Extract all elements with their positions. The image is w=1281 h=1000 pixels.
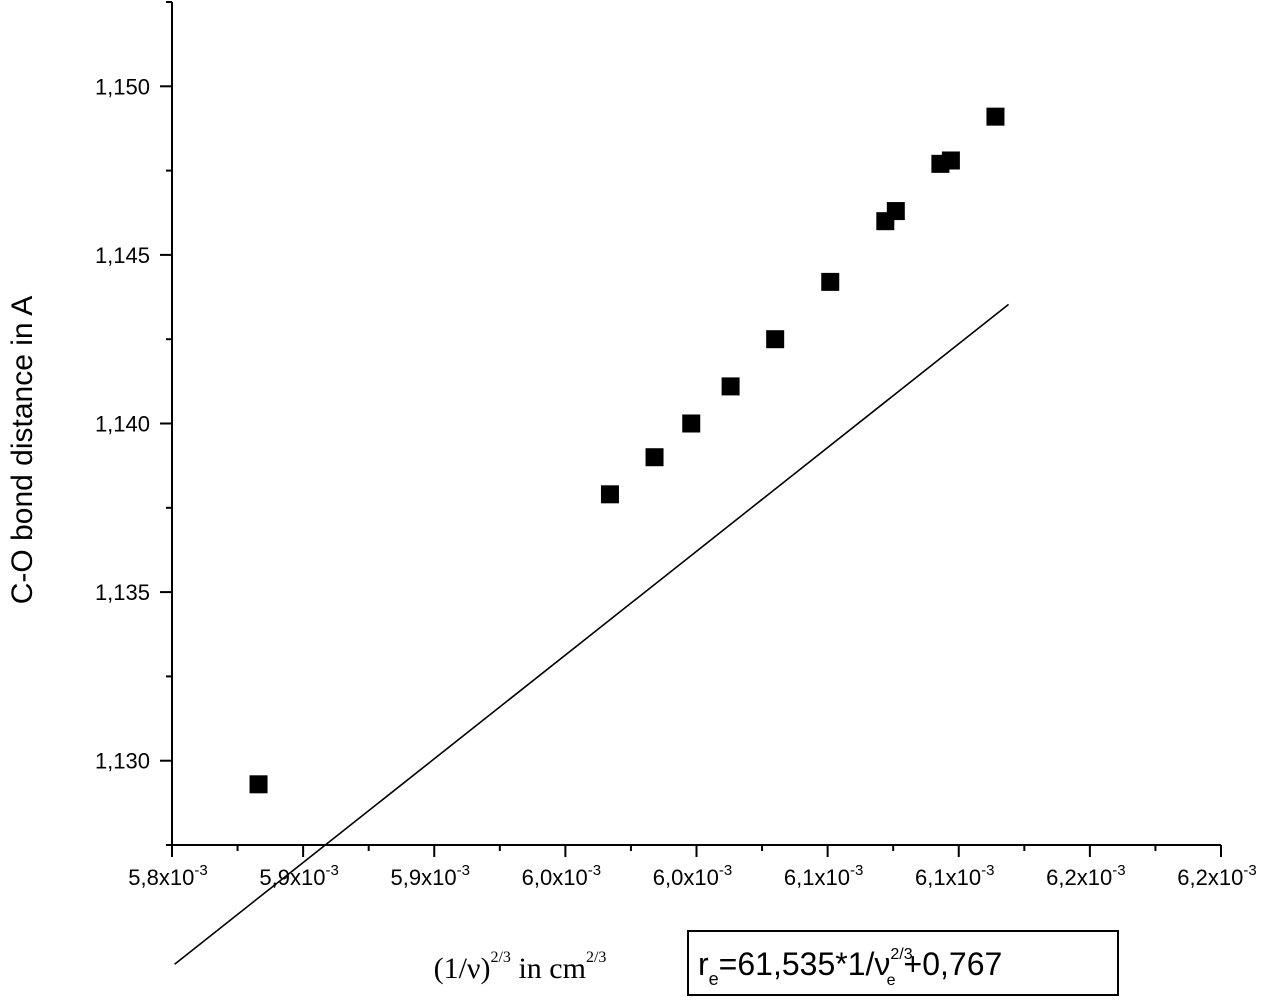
eq-part1: =61,535*1/ν bbox=[719, 946, 891, 982]
x-tick-label: 6,0x10-3 bbox=[522, 862, 601, 890]
x-axis-title-mid: in cm bbox=[511, 952, 586, 985]
x-tick-label: 5,9x10-3 bbox=[391, 862, 470, 890]
equation-text: re=61,535*1/ν2/3 e +0,767 bbox=[698, 946, 1002, 989]
x-axis-title-unit-exp: 2/3 bbox=[586, 949, 606, 966]
x-axis-title-exp: 2/3 bbox=[490, 949, 510, 966]
eq-r-sub: e bbox=[709, 969, 719, 989]
y-tick-label: 1,130 bbox=[95, 749, 150, 774]
axes-layer: 5,8x10-3 5,9x10-3 5,9x10-3 6,0x10-3 6,0x10-3… bbox=[95, 1, 1257, 890]
data-point bbox=[721, 377, 740, 396]
fit-line bbox=[174, 303, 1010, 965]
x-axis-title-base: (1/ν) bbox=[434, 952, 491, 985]
x-tick-label: 6,0x10-3 bbox=[653, 862, 732, 890]
fit-layer bbox=[174, 303, 1010, 965]
data-points bbox=[249, 107, 1005, 794]
x-tick-label: 6,2x10-3 bbox=[1046, 862, 1125, 890]
eq-nu-sub: e bbox=[887, 972, 896, 989]
x-tick-label: 6,2x10-3 bbox=[1177, 862, 1256, 890]
y-tick-label: 1,140 bbox=[95, 412, 150, 437]
x-tick-label: 5,8x10-3 bbox=[128, 862, 207, 890]
y-tick-label: 1,150 bbox=[95, 74, 150, 99]
data-point bbox=[986, 107, 1005, 126]
y-tick-label: 1,145 bbox=[95, 243, 150, 268]
data-point bbox=[886, 202, 905, 221]
data-point bbox=[645, 448, 664, 467]
x-axis-title: (1/ν)2/3 in cm2/3 bbox=[434, 949, 607, 985]
data-point bbox=[941, 151, 960, 170]
data-point bbox=[600, 485, 619, 504]
eq-part2: +0,767 bbox=[904, 946, 1003, 982]
eq-nu-exp: 2/3 bbox=[890, 946, 912, 963]
x-tick-label: 6,1x10-3 bbox=[784, 862, 863, 890]
data-point bbox=[821, 272, 840, 291]
data-point bbox=[766, 330, 785, 349]
x-tick-label: 5,9x10-3 bbox=[259, 862, 338, 890]
y-axis-title: C-O bond distance in A bbox=[6, 296, 39, 605]
eq-r: r bbox=[698, 946, 709, 982]
equation-box bbox=[687, 930, 1119, 996]
data-point bbox=[682, 414, 701, 433]
data-point bbox=[249, 775, 268, 794]
y-tick-label: 1,135 bbox=[95, 580, 150, 605]
x-tick-label: 6,1x10-3 bbox=[915, 862, 994, 890]
